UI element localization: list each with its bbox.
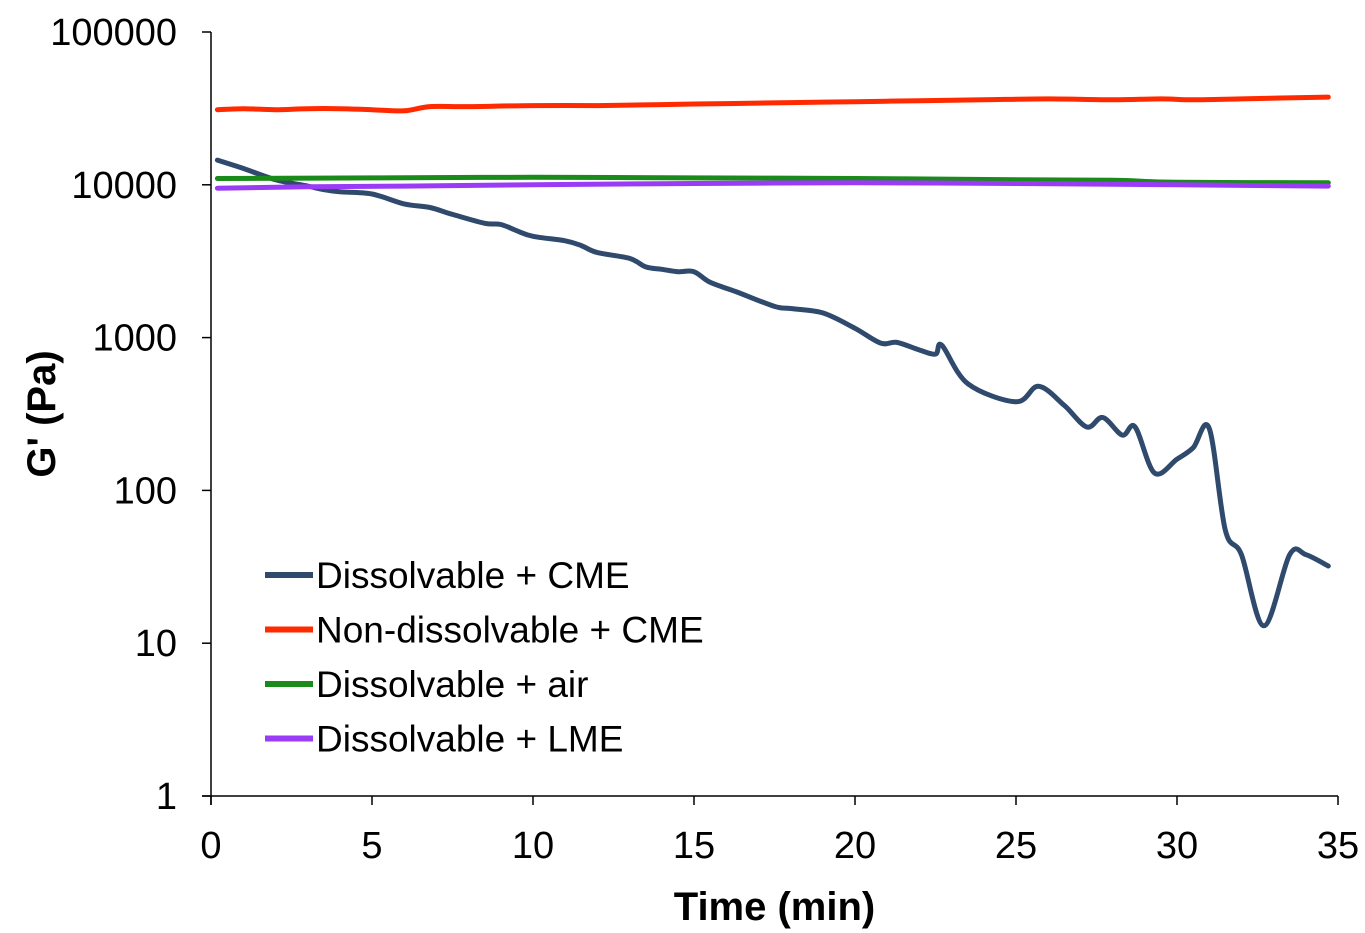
x-tick-label: 15 bbox=[673, 825, 715, 867]
legend-label-2: Dissolvable + air bbox=[316, 664, 588, 705]
y-tick-label: 1000 bbox=[92, 318, 177, 360]
x-tick-label: 35 bbox=[1317, 825, 1359, 867]
legend-label-3: Dissolvable + LME bbox=[316, 719, 623, 760]
x-tick-label: 20 bbox=[834, 825, 876, 867]
legend-label-1: Non-dissolvable + CME bbox=[316, 610, 704, 651]
x-tick-label: 25 bbox=[995, 825, 1037, 867]
x-tick-label: 5 bbox=[361, 825, 382, 867]
y-tick-label: 100 bbox=[114, 470, 177, 512]
legend-label-0: Dissolvable + CME bbox=[316, 555, 630, 596]
y-tick-label: 10 bbox=[135, 623, 177, 665]
x-tick-label: 0 bbox=[200, 825, 221, 867]
x-axis-title: Time (min) bbox=[674, 885, 876, 929]
y-tick-label: 10000 bbox=[71, 165, 177, 207]
y-axis-title: G' (Pa) bbox=[20, 350, 64, 477]
y-tick-label: 100000 bbox=[50, 12, 177, 54]
y-tick-label: 1 bbox=[156, 776, 177, 818]
x-tick-label: 10 bbox=[512, 825, 554, 867]
x-tick-label: 30 bbox=[1156, 825, 1198, 867]
